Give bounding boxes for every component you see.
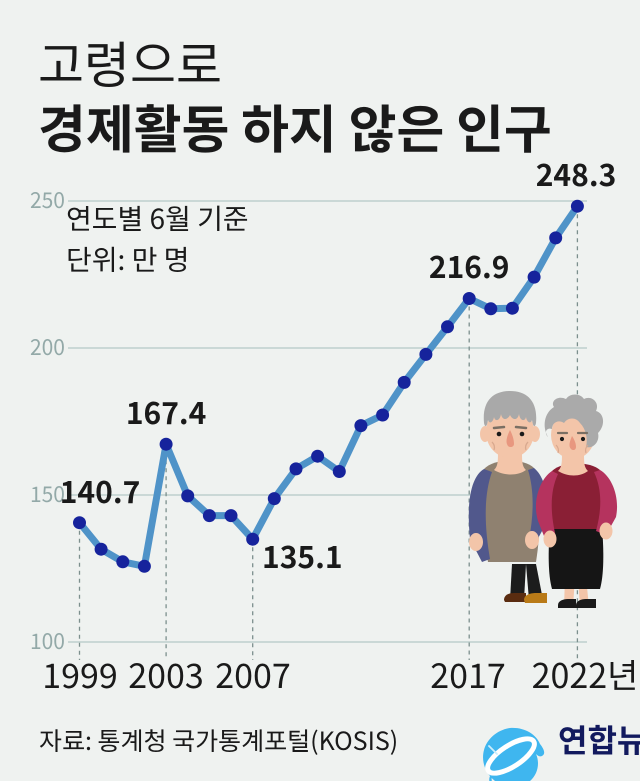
svg-text:248.3: 248.3	[536, 151, 617, 195]
svg-text:135.1: 135.1	[262, 533, 343, 577]
svg-text:1999: 1999	[42, 649, 117, 698]
svg-text:2007: 2007	[215, 649, 290, 698]
svg-text:2017: 2017	[430, 649, 505, 698]
svg-text:140.7: 140.7	[60, 468, 141, 512]
svg-text:250: 250	[30, 185, 65, 215]
svg-text:2003: 2003	[128, 649, 203, 698]
svg-text:2022년: 2022년	[532, 649, 639, 698]
svg-text:167.4: 167.4	[126, 389, 207, 433]
svg-text:200: 200	[30, 332, 65, 362]
svg-text:216.9: 216.9	[429, 243, 510, 287]
svg-text:연합뉴스: 연합뉴스	[558, 716, 640, 762]
